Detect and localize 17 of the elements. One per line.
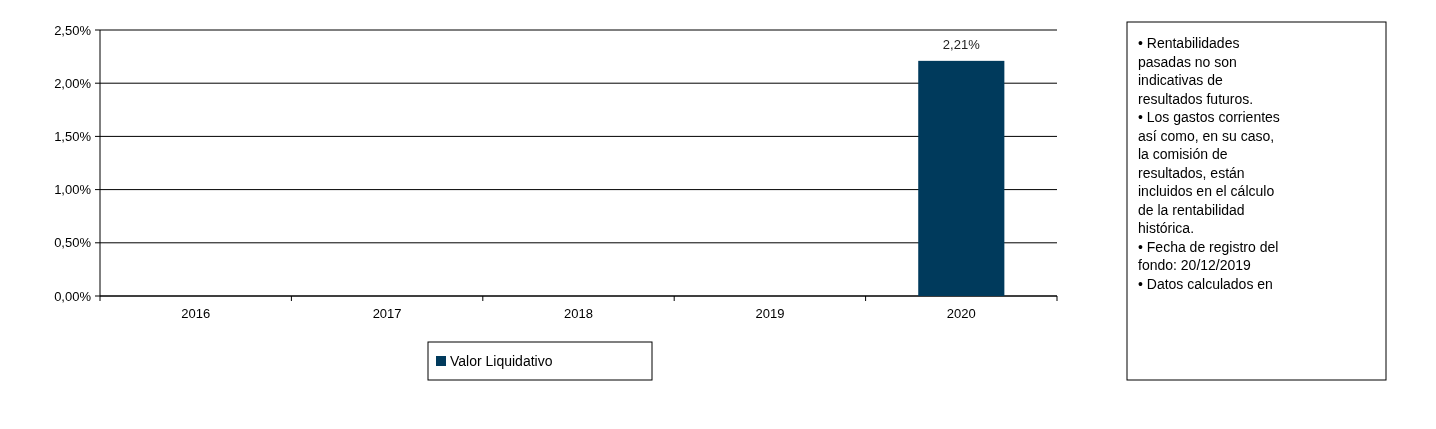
text: • Datos calculados en — [1138, 275, 1273, 292]
y-tick-label: 1,00% — [54, 182, 92, 198]
text: • Los gastos corrientes así como, en su caso, la comisión de resultados, están incluidos en el cálculo de la rentabilidad histórica. — [1138, 109, 1280, 236]
x-tick-label: 2018 — [564, 306, 593, 321]
text: • Fecha de registro del fondo: 20/12/2019 — [1138, 238, 1279, 273]
data-label: 2,21% — [942, 36, 981, 52]
y-tick-label: 0,50% — [54, 235, 92, 251]
x-tick-label: 2017 — [372, 306, 402, 321]
x-tick-label: 2016 — [181, 306, 211, 321]
y-tick-label: 2,00% — [54, 75, 92, 91]
y-tick-label: 0,00% — [54, 288, 92, 304]
x-tick-label: 2019 — [755, 306, 785, 321]
legend-label: Valor Liquidativo — [450, 352, 553, 369]
y-tick-label: 2,50% — [54, 22, 92, 38]
x-tick-label: 2020 — [946, 306, 976, 321]
y-tick-label: 1,50% — [54, 128, 92, 144]
text: • Rentabilidades pasadas no son indicativas de resultados futuros. — [1138, 35, 1254, 107]
